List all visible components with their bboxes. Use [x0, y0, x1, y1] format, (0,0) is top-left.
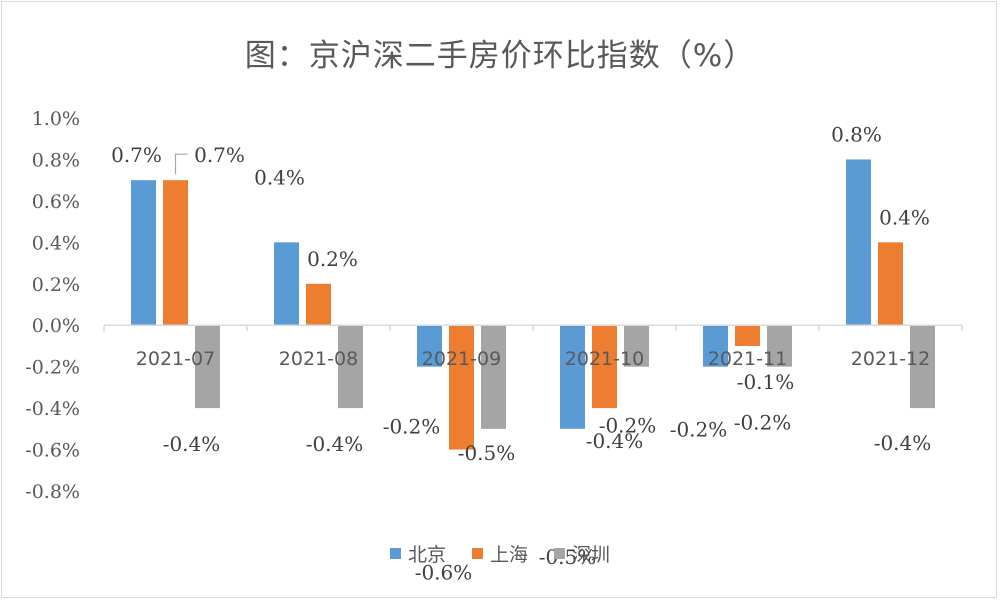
chart-title: 图：京沪深二手房价环比指数（%） — [244, 38, 756, 74]
bar — [624, 325, 649, 367]
bar — [735, 325, 760, 346]
legend-swatch-shenzhen — [554, 548, 565, 559]
data-label: 0.7% — [194, 143, 245, 167]
bar — [338, 325, 363, 409]
bar — [163, 180, 188, 326]
data-label: 0.8% — [831, 122, 882, 146]
x-tick-label: 2021-09 — [422, 348, 501, 370]
bar — [274, 242, 299, 326]
y-tick-label: -0.8% — [25, 481, 80, 503]
bar — [560, 325, 585, 429]
leader-line — [174, 153, 188, 175]
x-tick-label: 2021-08 — [279, 348, 358, 370]
x-tick-label: 2021-12 — [851, 348, 930, 370]
data-label: -0.4% — [163, 432, 221, 456]
bar — [910, 325, 935, 409]
chart-legend: 北京 上海 深圳 — [0, 540, 1000, 567]
data-label: -0.6% — [415, 561, 473, 585]
legend-item-shenzhen: 深圳 — [554, 540, 610, 567]
y-tick-label: 0.6% — [32, 191, 80, 213]
y-tick-label: 0.2% — [32, 274, 80, 296]
bar — [417, 325, 442, 367]
legend-swatch-shanghai — [471, 548, 483, 559]
y-tick-label: -0.6% — [25, 440, 80, 462]
legend-swatch-beijing — [389, 548, 401, 559]
bar — [592, 325, 617, 409]
data-label: -0.1% — [737, 370, 795, 394]
bar — [449, 325, 474, 450]
legend-item-shanghai: 上海 — [471, 540, 528, 567]
data-label: -0.2% — [670, 418, 728, 442]
data-label: 0.7% — [111, 143, 162, 167]
x-tick-label: 2021-10 — [565, 348, 644, 370]
data-label: -0.4% — [306, 432, 364, 456]
data-label: -0.2% — [383, 415, 441, 439]
bar — [767, 325, 792, 367]
legend-label-beijing: 北京 — [407, 544, 446, 566]
bar — [131, 180, 156, 326]
x-tick-label: 2021-07 — [136, 348, 215, 370]
data-label: -0.4% — [586, 429, 644, 453]
data-label: -0.4% — [874, 431, 932, 455]
y-tick-label: -0.2% — [25, 357, 80, 379]
y-tick-label: 0.4% — [32, 232, 80, 254]
bar — [703, 325, 728, 367]
y-tick-label: 1.0% — [32, 108, 80, 130]
legend-item-beijing: 北京 — [389, 540, 446, 567]
bar — [195, 325, 220, 409]
bar — [878, 242, 903, 326]
bar — [846, 159, 871, 326]
legend-label-shenzhen: 深圳 — [572, 544, 611, 566]
data-label: 0.2% — [307, 247, 358, 271]
data-label: 0.4% — [254, 165, 305, 189]
x-tick-label: 2021-11 — [708, 348, 787, 370]
data-label: -0.5% — [458, 441, 516, 465]
y-tick-label: 0.0% — [32, 315, 80, 337]
data-label: -0.5% — [539, 545, 597, 569]
y-tick-label: -0.4% — [25, 398, 80, 420]
data-label: -0.2% — [599, 414, 657, 438]
data-label: 0.4% — [879, 205, 930, 229]
bar — [306, 283, 331, 326]
bar — [481, 325, 506, 429]
data-label: -0.2% — [734, 411, 792, 435]
legend-label-shanghai: 上海 — [489, 544, 528, 566]
y-tick-label: 0.8% — [32, 149, 80, 171]
